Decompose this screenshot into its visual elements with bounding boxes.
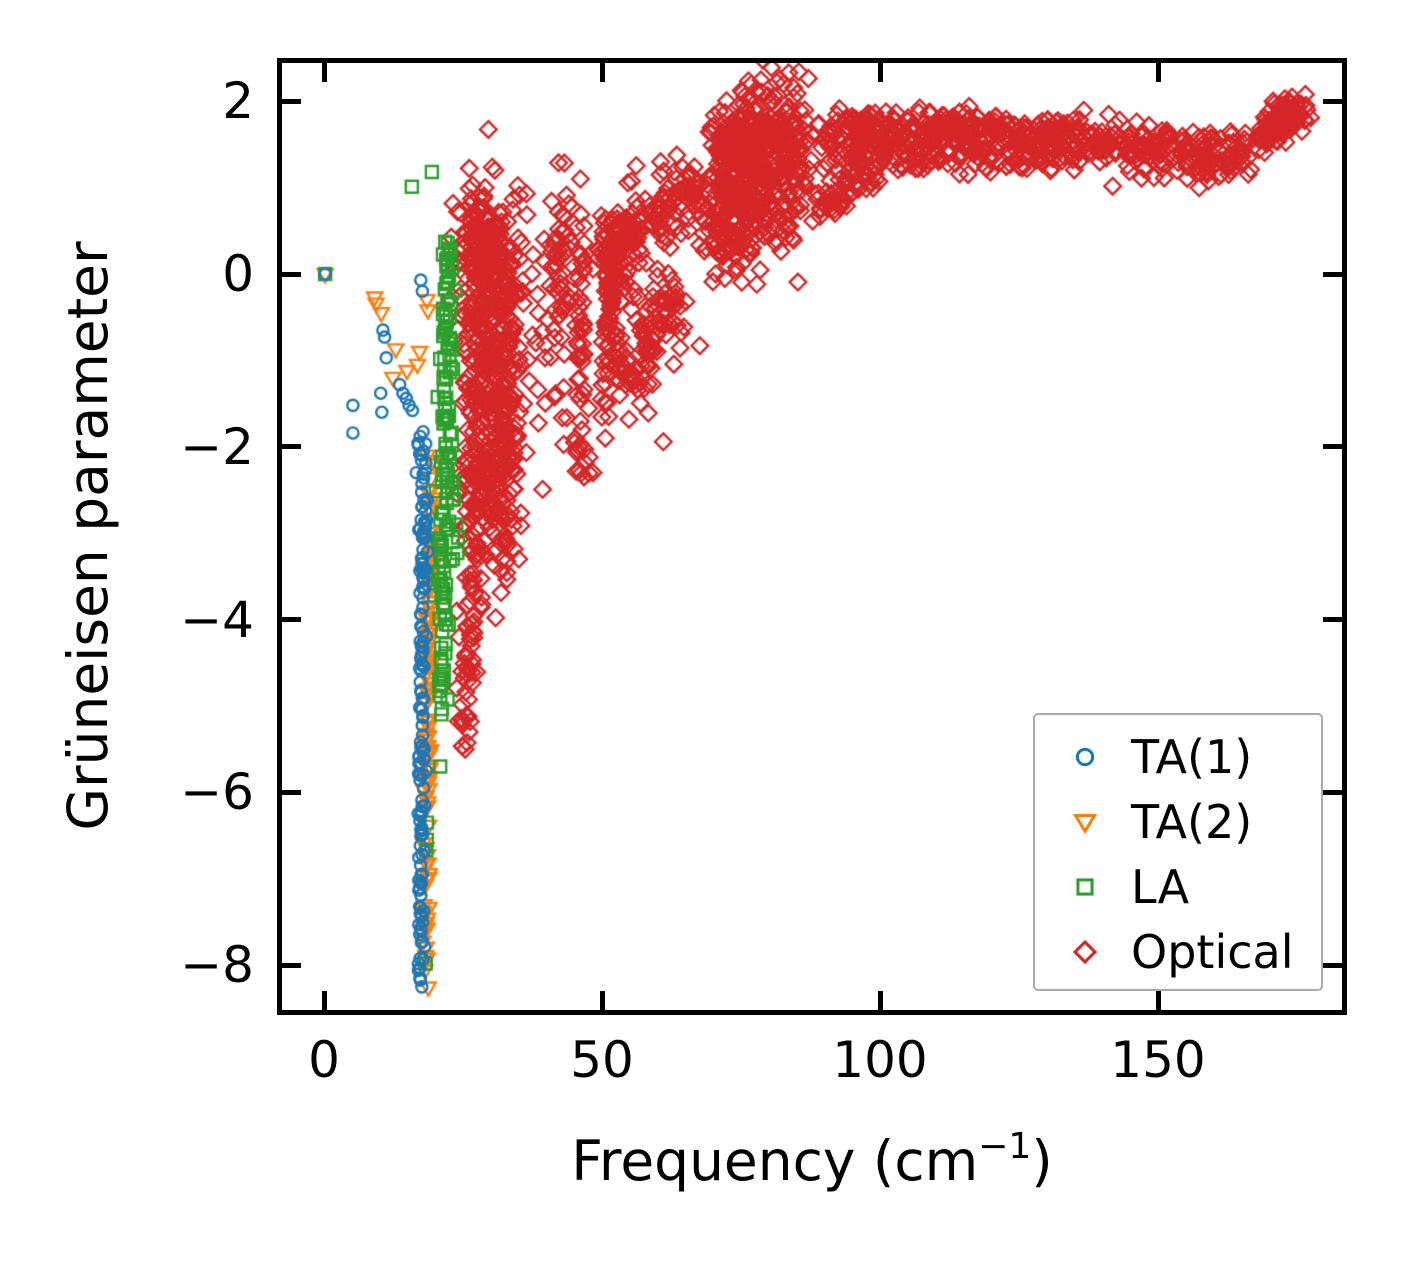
y-tick-left	[282, 444, 301, 450]
legend-entry-la: LA	[1059, 854, 1321, 919]
x-axis-title-text: Frequency (cm	[571, 1129, 979, 1193]
x-tick-bottom	[599, 991, 605, 1010]
x-axis-title-superscript: −1	[978, 1126, 1032, 1167]
square-marker-icon	[1059, 867, 1111, 907]
y-axis-title: Grüneisen parameter	[56, 241, 120, 831]
y-tick-label: 2	[222, 72, 254, 131]
plot-area	[277, 58, 1347, 1015]
y-tick-left	[282, 962, 301, 968]
legend-label: TA(2)	[1131, 794, 1253, 849]
y-tick-left	[282, 271, 301, 277]
x-tick-label: 150	[1110, 1031, 1206, 1089]
x-tick-top	[599, 63, 605, 82]
x-tick-bottom	[877, 991, 883, 1010]
legend-entry-ta-1-: TA(1)	[1059, 724, 1321, 789]
y-tick-right	[1323, 962, 1342, 968]
legend: TA(1) TA(2) LA Optical	[1033, 713, 1323, 991]
y-tick-right	[1323, 617, 1342, 623]
x-tick-label: 100	[832, 1031, 928, 1089]
legend-label: LA	[1131, 859, 1190, 914]
x-axis-title: Frequency (cm−1)	[412, 1126, 1212, 1193]
x-tick-bottom	[321, 991, 327, 1010]
y-tick-label: −4	[180, 590, 254, 649]
y-tick-right	[1323, 271, 1342, 277]
y-tick-label: −8	[180, 936, 254, 995]
x-tick-label: 50	[570, 1031, 634, 1089]
diamond-marker-icon	[1059, 932, 1111, 972]
y-tick-label: 0	[222, 245, 254, 303]
y-tick-right	[1323, 444, 1342, 450]
x-tick-top	[877, 63, 883, 82]
legend-entry-optical: Optical	[1059, 919, 1321, 984]
y-tick-right	[1323, 789, 1342, 795]
y-tick-right	[1323, 98, 1342, 104]
y-tick-label: −6	[180, 763, 254, 822]
y-tick-left	[282, 98, 301, 104]
x-tick-top	[1155, 63, 1161, 82]
legend-entry-ta-2-: TA(2)	[1059, 789, 1321, 854]
triangle-down-marker-icon	[1059, 802, 1111, 842]
legend-label: Optical	[1131, 924, 1294, 979]
x-tick-bottom	[1155, 991, 1161, 1010]
legend-label: TA(1)	[1131, 729, 1253, 784]
x-tick-top	[321, 63, 327, 82]
y-tick-left	[282, 789, 301, 795]
y-tick-label: −2	[180, 417, 254, 476]
circle-marker-icon	[1059, 737, 1111, 777]
y-tick-left	[282, 617, 301, 623]
x-axis-title-suffix: )	[1031, 1129, 1053, 1193]
x-tick-label: 0	[308, 1031, 340, 1089]
